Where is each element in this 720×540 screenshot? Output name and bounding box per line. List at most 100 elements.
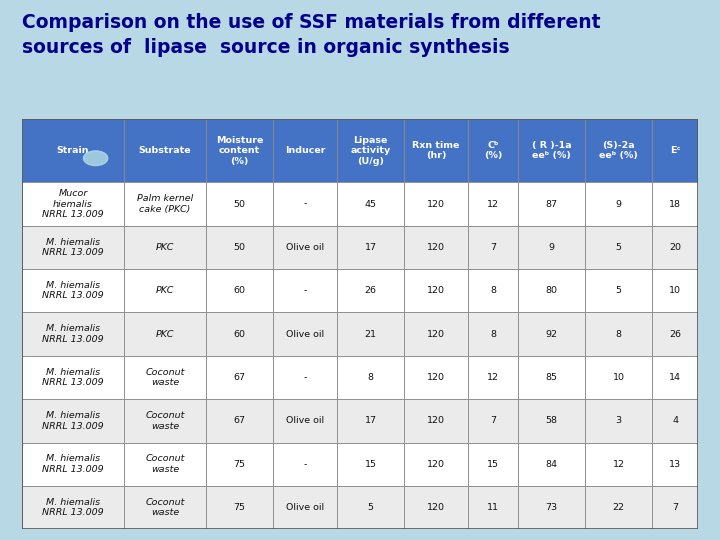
FancyBboxPatch shape: [468, 269, 518, 313]
Text: 18: 18: [670, 200, 681, 208]
Text: -: -: [303, 200, 307, 208]
FancyBboxPatch shape: [273, 269, 337, 313]
FancyBboxPatch shape: [206, 226, 273, 269]
Text: 120: 120: [427, 329, 445, 339]
Text: 17: 17: [364, 243, 377, 252]
FancyBboxPatch shape: [273, 119, 337, 183]
Circle shape: [84, 151, 108, 166]
Text: PKC: PKC: [156, 243, 174, 252]
Text: 45: 45: [364, 200, 377, 208]
Text: 7: 7: [490, 243, 496, 252]
Text: 22: 22: [613, 503, 625, 512]
FancyBboxPatch shape: [22, 313, 125, 356]
Text: 8: 8: [616, 329, 621, 339]
Text: Rxn time
(hr): Rxn time (hr): [413, 141, 460, 160]
Text: Cᵇ
(%): Cᵇ (%): [484, 141, 502, 160]
FancyBboxPatch shape: [405, 269, 468, 313]
FancyBboxPatch shape: [125, 356, 206, 399]
FancyBboxPatch shape: [273, 313, 337, 356]
Text: 10: 10: [613, 373, 625, 382]
FancyBboxPatch shape: [468, 226, 518, 269]
Text: 87: 87: [545, 200, 557, 208]
Text: 21: 21: [364, 329, 377, 339]
Text: 80: 80: [545, 286, 557, 295]
FancyBboxPatch shape: [652, 269, 698, 313]
Text: Moisture
content
(%): Moisture content (%): [216, 136, 264, 165]
Text: 85: 85: [545, 373, 557, 382]
FancyBboxPatch shape: [405, 119, 468, 183]
Text: Substrate: Substrate: [139, 146, 192, 155]
FancyBboxPatch shape: [273, 356, 337, 399]
FancyBboxPatch shape: [206, 486, 273, 529]
Text: 120: 120: [427, 373, 445, 382]
Text: M. hiemalis
NRRL 13.009: M. hiemalis NRRL 13.009: [42, 325, 104, 344]
Text: 50: 50: [233, 243, 246, 252]
Text: Olive oil: Olive oil: [286, 416, 324, 426]
Text: 73: 73: [545, 503, 557, 512]
FancyBboxPatch shape: [585, 119, 652, 183]
FancyBboxPatch shape: [405, 313, 468, 356]
FancyBboxPatch shape: [585, 226, 652, 269]
FancyBboxPatch shape: [468, 183, 518, 226]
Text: 15: 15: [364, 460, 377, 469]
FancyBboxPatch shape: [405, 442, 468, 486]
FancyBboxPatch shape: [337, 356, 405, 399]
Text: 92: 92: [545, 329, 557, 339]
Text: 5: 5: [368, 503, 374, 512]
FancyBboxPatch shape: [652, 183, 698, 226]
Text: Olive oil: Olive oil: [286, 503, 324, 512]
Text: 8: 8: [490, 286, 496, 295]
Text: 120: 120: [427, 503, 445, 512]
FancyBboxPatch shape: [22, 442, 125, 486]
FancyBboxPatch shape: [518, 119, 585, 183]
Text: 8: 8: [490, 329, 496, 339]
FancyBboxPatch shape: [585, 183, 652, 226]
FancyBboxPatch shape: [405, 183, 468, 226]
Text: Coconut
waste: Coconut waste: [145, 411, 185, 430]
Text: Mucor
hiemalis
NRRL 13.009: Mucor hiemalis NRRL 13.009: [42, 189, 104, 219]
FancyBboxPatch shape: [206, 442, 273, 486]
Text: 26: 26: [364, 286, 377, 295]
FancyBboxPatch shape: [337, 442, 405, 486]
Text: 26: 26: [670, 329, 681, 339]
Text: 20: 20: [670, 243, 681, 252]
FancyBboxPatch shape: [125, 226, 206, 269]
Text: Eᶜ: Eᶜ: [670, 146, 680, 155]
FancyBboxPatch shape: [206, 269, 273, 313]
FancyBboxPatch shape: [518, 486, 585, 529]
Text: Lipase
activity
(U/g): Lipase activity (U/g): [351, 136, 391, 165]
Text: 58: 58: [545, 416, 557, 426]
FancyBboxPatch shape: [22, 486, 125, 529]
FancyBboxPatch shape: [405, 356, 468, 399]
FancyBboxPatch shape: [585, 442, 652, 486]
FancyBboxPatch shape: [337, 313, 405, 356]
FancyBboxPatch shape: [22, 119, 125, 183]
Text: 9: 9: [549, 243, 554, 252]
Text: 120: 120: [427, 243, 445, 252]
FancyBboxPatch shape: [337, 183, 405, 226]
Text: 7: 7: [672, 503, 678, 512]
FancyBboxPatch shape: [652, 356, 698, 399]
Text: Coconut
waste: Coconut waste: [145, 455, 185, 474]
FancyBboxPatch shape: [405, 226, 468, 269]
Text: 11: 11: [487, 503, 499, 512]
FancyBboxPatch shape: [468, 399, 518, 442]
Text: 10: 10: [670, 286, 681, 295]
Text: 9: 9: [616, 200, 621, 208]
Text: Strain: Strain: [57, 146, 89, 155]
Text: Inducer: Inducer: [285, 146, 325, 155]
FancyBboxPatch shape: [337, 119, 405, 183]
Text: Palm kernel
cake (PKC): Palm kernel cake (PKC): [137, 194, 193, 214]
FancyBboxPatch shape: [22, 399, 125, 442]
FancyBboxPatch shape: [125, 399, 206, 442]
Text: Comparison on the use of SSF materials from different
sources of  lipase  source: Comparison on the use of SSF materials f…: [22, 13, 600, 57]
Text: Coconut
waste: Coconut waste: [145, 368, 185, 387]
Text: 75: 75: [233, 460, 246, 469]
Text: 84: 84: [545, 460, 557, 469]
Text: -: -: [303, 460, 307, 469]
Text: 50: 50: [233, 200, 246, 208]
FancyBboxPatch shape: [405, 399, 468, 442]
Text: 67: 67: [233, 416, 246, 426]
Text: 12: 12: [613, 460, 625, 469]
Text: Coconut
waste: Coconut waste: [145, 498, 185, 517]
